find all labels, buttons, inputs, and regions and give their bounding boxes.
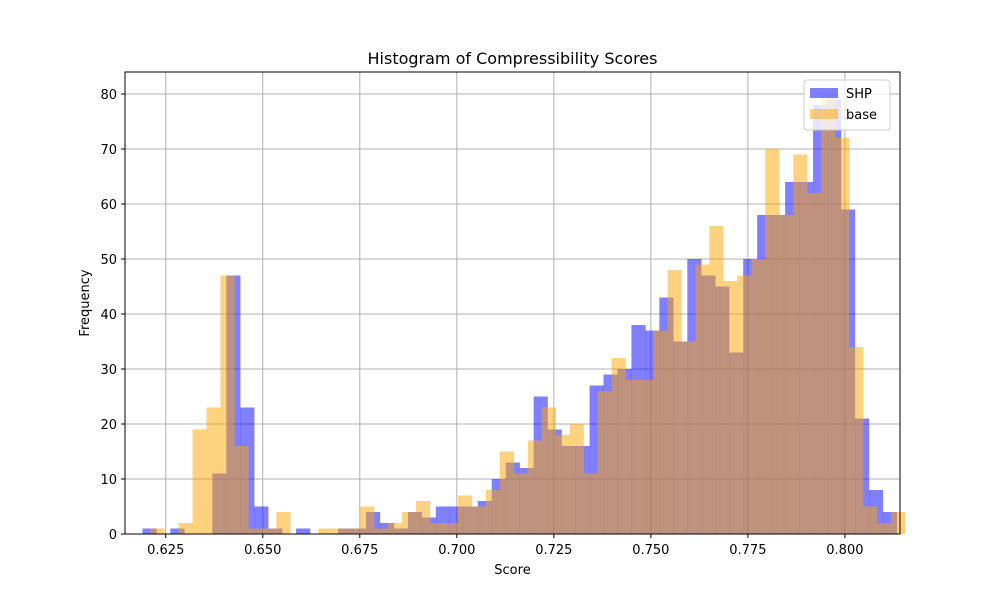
histogram-bar [779, 215, 794, 534]
histogram-bar [318, 528, 333, 534]
histogram-bar [695, 264, 710, 534]
histogram-bar [793, 154, 808, 534]
histogram-bar [807, 193, 822, 534]
legend-swatch [810, 109, 838, 119]
histogram-bar [374, 528, 389, 534]
histogram-bar [430, 523, 445, 534]
histogram-bar [296, 528, 311, 534]
histogram-bar [248, 528, 263, 534]
x-tick-label: 0.700 [438, 543, 475, 558]
histogram-bar [142, 528, 157, 534]
histogram-bar [499, 451, 515, 534]
histogram-bar [877, 523, 892, 534]
histogram-bar [206, 407, 221, 534]
histogram-bar [234, 446, 249, 534]
histogram-bar [765, 149, 780, 534]
histogram-bar [849, 347, 864, 534]
axis-ticks: 0.625 0.650 0.675 0.700 0.725 0.750 0.775 0.800… [100, 88, 863, 558]
histogram-bar [471, 506, 487, 534]
histogram-bar [821, 94, 836, 534]
histogram-bar [276, 512, 291, 534]
histogram-bar [667, 270, 682, 534]
histogram-bar [150, 528, 165, 534]
histogram-bar [457, 495, 473, 534]
histogram-bar [751, 259, 766, 534]
histogram-bar [835, 138, 850, 534]
legend: SHP base [803, 79, 891, 131]
histogram-bar [170, 528, 185, 534]
histogram-bar [653, 330, 668, 534]
y-tick-label: 30 [100, 363, 117, 378]
y-tick-label: 50 [100, 253, 117, 268]
legend-label: base [846, 108, 877, 123]
y-tick-label: 0 [109, 528, 117, 543]
histogram-bar [346, 528, 361, 534]
histogram-bar [220, 275, 235, 534]
x-tick-label: 0.675 [341, 543, 378, 558]
histogram-bar [388, 523, 403, 534]
histogram-bar [485, 490, 501, 534]
chart-title: Histogram of Compressibility Scores [368, 49, 658, 68]
histogram-bar [569, 424, 584, 534]
x-axis-label: Score [494, 563, 530, 578]
histogram-bar [555, 435, 570, 534]
y-tick-label: 80 [100, 88, 117, 103]
legend-label: SHP [846, 87, 872, 102]
y-tick-label: 10 [100, 473, 117, 488]
histogram-bar [402, 512, 417, 534]
plot-frame [124, 71, 901, 535]
histogram-bar [513, 473, 529, 534]
series-base [150, 94, 906, 534]
histogram-bar [737, 275, 752, 534]
histogram-bar [541, 407, 556, 534]
histogram-bar [723, 281, 738, 534]
x-tick-label: 0.725 [535, 543, 572, 558]
histogram-bar [611, 358, 626, 534]
x-tick-label: 0.800 [826, 543, 863, 558]
histogram-bar [863, 506, 878, 534]
histogram-bar [527, 440, 543, 534]
x-tick-label: 0.775 [729, 543, 766, 558]
y-tick-label: 40 [100, 308, 117, 323]
histogram-bar [332, 528, 347, 534]
histogram-bar [360, 506, 375, 534]
x-tick-label: 0.625 [147, 543, 184, 558]
histogram-bar [416, 501, 431, 534]
y-tick-label: 70 [100, 143, 117, 158]
y-tick-label: 20 [100, 418, 117, 433]
histogram-bar [262, 528, 277, 534]
x-tick-label: 0.750 [632, 543, 669, 558]
histogram-bar [254, 506, 269, 534]
bars [142, 94, 906, 534]
histogram-bar [597, 391, 612, 534]
histogram-bar [192, 429, 207, 534]
histogram-bar [639, 380, 654, 534]
histogram-bar [681, 341, 696, 534]
histogram-bar [583, 473, 598, 534]
histogram-bar [178, 523, 193, 534]
x-tick-label: 0.650 [244, 543, 281, 558]
histogram-bar [625, 380, 640, 534]
y-tick-label: 60 [100, 198, 117, 213]
histogram-bar [444, 523, 459, 534]
histogram-bar [709, 226, 724, 534]
legend-swatch [810, 88, 838, 98]
y-axis-label: Frequency [78, 269, 93, 336]
histogram-bar [891, 512, 906, 534]
